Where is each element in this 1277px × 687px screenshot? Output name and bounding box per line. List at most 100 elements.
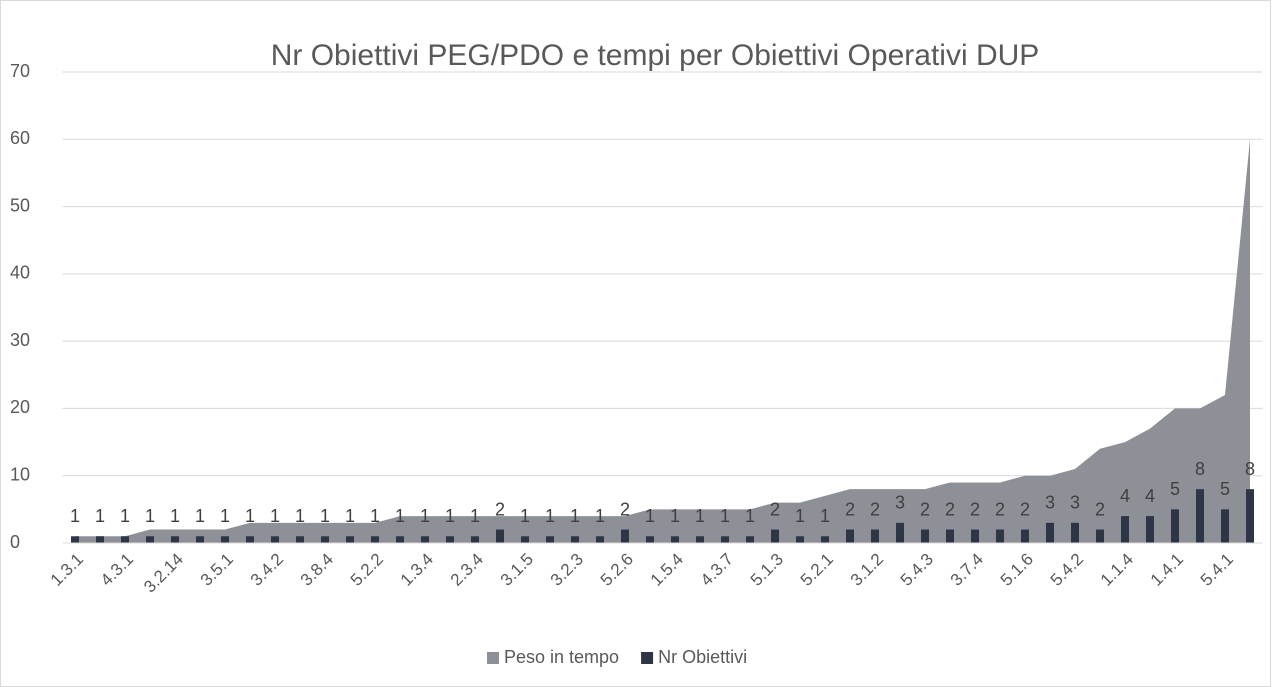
bar (771, 529, 779, 543)
data-label: 2 (1095, 499, 1105, 519)
bar (796, 536, 804, 543)
chart-title: Nr Obiettivi PEG/PDO e tempi per Obietti… (271, 39, 1040, 72)
data-label: 8 (1195, 459, 1205, 479)
y-tick-label: 20 (10, 397, 30, 417)
bar (371, 536, 379, 543)
data-label: 1 (295, 506, 305, 526)
data-label: 1 (120, 506, 130, 526)
y-tick-label: 50 (10, 195, 30, 215)
data-label: 1 (345, 506, 355, 526)
bar (196, 536, 204, 543)
bar (721, 536, 729, 543)
data-label: 1 (820, 506, 830, 526)
data-label: 2 (845, 499, 855, 519)
data-label: 1 (70, 506, 80, 526)
data-label: 1 (270, 506, 280, 526)
bar (396, 536, 404, 543)
data-label: 2 (995, 499, 1005, 519)
bar (571, 536, 579, 543)
bar (821, 536, 829, 543)
data-label: 1 (520, 506, 530, 526)
legend-swatch (641, 652, 654, 664)
data-label: 1 (195, 506, 205, 526)
bar (896, 522, 904, 543)
bar (121, 536, 129, 543)
data-label: 2 (945, 499, 955, 519)
bar (971, 529, 979, 543)
y-tick-label: 30 (10, 330, 30, 350)
bar (1146, 516, 1154, 543)
y-tick-label: 70 (10, 61, 30, 81)
data-label: 1 (145, 506, 155, 526)
data-label: 2 (920, 499, 930, 519)
data-label: 1 (695, 506, 705, 526)
bar (346, 536, 354, 543)
data-label: 1 (395, 506, 405, 526)
y-tick-label: 0 (10, 532, 20, 552)
bar (1221, 509, 1229, 543)
data-label: 3 (895, 493, 905, 513)
bar (1246, 489, 1254, 543)
data-label: 5 (1170, 479, 1180, 499)
data-label: 1 (420, 506, 430, 526)
data-label: 2 (970, 499, 980, 519)
data-label: 1 (795, 506, 805, 526)
bar (246, 536, 254, 543)
bar (221, 536, 229, 543)
data-label: 4 (1145, 486, 1155, 506)
bar (496, 529, 504, 543)
bar (171, 536, 179, 543)
data-label: 2 (1020, 499, 1030, 519)
data-label: 1 (595, 506, 605, 526)
bar (1046, 522, 1054, 543)
data-label: 2 (620, 499, 630, 519)
legend-swatch (487, 652, 499, 664)
bar (671, 536, 679, 543)
bar (1196, 489, 1204, 543)
bar (271, 536, 279, 543)
bar (471, 536, 479, 543)
data-label: 1 (95, 506, 105, 526)
bar (421, 536, 429, 543)
bar (871, 529, 879, 543)
data-label: 1 (745, 506, 755, 526)
data-label: 1 (445, 506, 455, 526)
y-tick-label: 60 (10, 128, 30, 148)
data-label: 1 (670, 506, 680, 526)
bar (946, 529, 954, 543)
data-label: 3 (1070, 493, 1080, 513)
data-label: 1 (645, 506, 655, 526)
data-label: 1 (545, 506, 555, 526)
bar (696, 536, 704, 543)
data-label: 2 (770, 499, 780, 519)
bar (296, 536, 304, 543)
bar (646, 536, 654, 543)
y-tick-label: 40 (10, 263, 30, 283)
data-label: 1 (320, 506, 330, 526)
data-label: 2 (495, 499, 505, 519)
legend-label: Nr Obiettivi (658, 647, 747, 667)
bar (746, 536, 754, 543)
data-label: 2 (870, 499, 880, 519)
bar (1021, 529, 1029, 543)
data-label: 8 (1245, 459, 1255, 479)
bar (596, 536, 604, 543)
bar (521, 536, 529, 543)
bar (146, 536, 154, 543)
data-label: 1 (245, 506, 255, 526)
data-label: 4 (1120, 486, 1130, 506)
bar (1096, 529, 1104, 543)
data-label: 1 (570, 506, 580, 526)
bar (1171, 509, 1179, 543)
data-label: 1 (470, 506, 480, 526)
data-label: 1 (220, 506, 230, 526)
bar (621, 529, 629, 543)
data-label: 5 (1220, 479, 1230, 499)
bar (321, 536, 329, 543)
bar (996, 529, 1004, 543)
bar (71, 536, 79, 543)
bar (921, 529, 929, 543)
data-label: 1 (720, 506, 730, 526)
